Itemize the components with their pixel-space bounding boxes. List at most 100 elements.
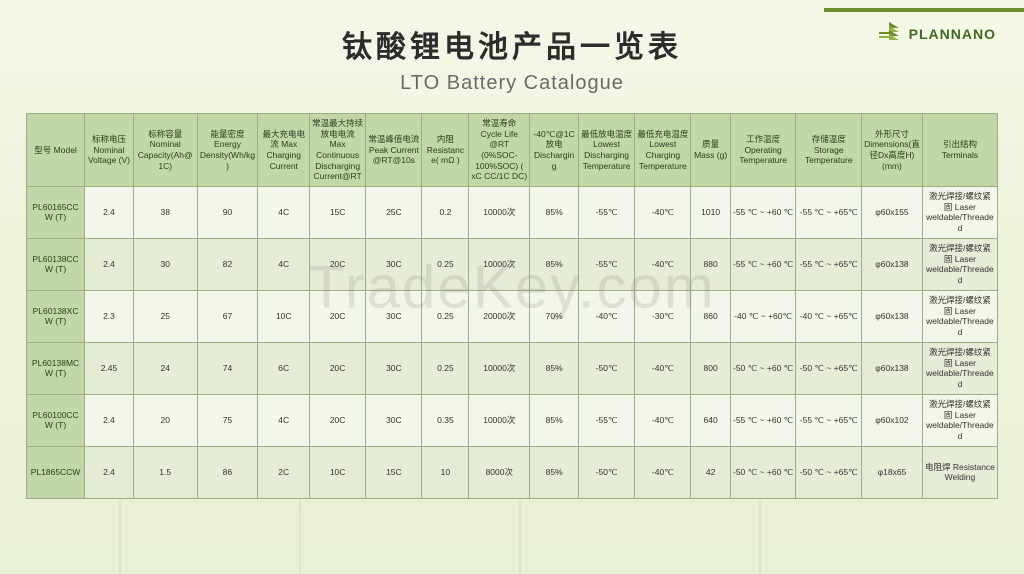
col-lowest-discharging-temp: 最低放电温度 Lowest Discharging Temperature [578,114,634,187]
cell-mcc: 4C [258,238,310,290]
cell-nv: 2.4 [85,394,134,446]
cell-mcc: 10C [258,290,310,342]
cell-cl: 10000次 [469,238,530,290]
cell-cap: 20 [133,394,197,446]
cell-mass: 640 [691,394,730,446]
table-row: PL1865CCW2.41.5862C10C15C108000次85%-50℃-… [27,446,998,498]
cell-ir: 10 [422,446,469,498]
cell-mcdc: 20C [310,238,366,290]
cell-ot: -50 ℃ ~ +60 ℃ [730,342,796,394]
cell-ot: -40 ℃ ~ +60℃ [730,290,796,342]
cell-ldt: -50℃ [578,446,634,498]
col-mass: 质量 Mass (g) [691,114,730,187]
cell-st: -50 ℃ ~ +65℃ [796,342,862,394]
cell-lct: -40℃ [635,186,691,238]
cell-dim: φ60x138 [862,238,923,290]
cell-ir: 0.35 [422,394,469,446]
table-row: PL60138CCW (T)2.430824C20C30C0.2510000次8… [27,238,998,290]
cell-ot: -55 ℃ ~ +60 ℃ [730,394,796,446]
col-storage-temp: 存储温度 Storage Temperature [796,114,862,187]
cell-lct: -40℃ [635,446,691,498]
cell-term: 激光焊接/螺纹紧固 Laser weldable/Threaded [922,238,997,290]
col-operating-temp: 工作温度 Operating Temperature [730,114,796,187]
cell-nv: 2.3 [85,290,134,342]
cell-dim: φ60x138 [862,342,923,394]
col-minus40-discharging: -40℃@1C 放电 Discharging [530,114,579,187]
cell-ir: 0.2 [422,186,469,238]
page-title-block: 钛酸锂电池产品一览表 LTO Battery Catalogue [0,0,1024,95]
col-max-charging-current: 最大充电电流 Max Charging Current [258,114,310,187]
catalogue-table: 型号 Model 标称电压 Nominal Voltage (V) 标称容量No… [26,113,998,499]
cell-ot: -55 ℃ ~ +60 ℃ [730,186,796,238]
cell-ir: 0.25 [422,290,469,342]
table-body: PL60165CCW (T)2.438904C15C25C0.210000次85… [27,186,998,498]
cell-mass: 880 [691,238,730,290]
cell-ldt: -55℃ [578,238,634,290]
cell-ed: 74 [197,342,258,394]
cell-nv: 2.4 [85,238,134,290]
cell-d40: 70% [530,290,579,342]
cell-cap: 38 [133,186,197,238]
brand-name: PLANNANO [909,26,996,42]
cell-term: 激光焊接/螺纹紧固 Laser weldable/Threaded [922,186,997,238]
cell-model: PL60100CCW (T) [27,394,85,446]
cell-d40: 85% [530,238,579,290]
table-row: PL60138MCW (T)2.4524746C20C30C0.2510000次… [27,342,998,394]
cell-mcdc: 15C [310,186,366,238]
col-lowest-charging-temp: 最低充电温度 Lowest Charging Temperature [635,114,691,187]
cell-mcdc: 10C [310,446,366,498]
cell-ir: 0.25 [422,238,469,290]
cell-term: 激光焊接/螺纹紧固 Laser weldable/Threaded [922,394,997,446]
cell-ed: 90 [197,186,258,238]
cell-lct: -30℃ [635,290,691,342]
cell-cl: 10000次 [469,186,530,238]
cell-term: 激光焊接/螺纹紧固 Laser weldable/Threaded [922,342,997,394]
cell-ed: 86 [197,446,258,498]
cell-mcc: 2C [258,446,310,498]
col-resistance: 内阻 Resistance( mΩ ) [422,114,469,187]
cell-st: -55 ℃ ~ +65℃ [796,238,862,290]
cell-ir: 0.25 [422,342,469,394]
cell-lct: -40℃ [635,238,691,290]
cell-mcc: 4C [258,186,310,238]
cell-ldt: -40℃ [578,290,634,342]
cell-ed: 67 [197,290,258,342]
col-capacity: 标称容量Nominal Capacity(Ah@1C) [133,114,197,187]
col-max-continuous-discharging: 常温最大持续放电电流 Max Continuous Discharging Cu… [310,114,366,187]
header-accent-bar [824,8,1024,12]
cell-nv: 2.4 [85,446,134,498]
col-nominal-voltage: 标称电压 Nominal Voltage (V) [85,114,134,187]
cell-d40: 85% [530,446,579,498]
cell-st: -50 ℃ ~ +65℃ [796,446,862,498]
table-row: PL60165CCW (T)2.438904C15C25C0.210000次85… [27,186,998,238]
cell-model: PL1865CCW [27,446,85,498]
cell-ot: -55 ℃ ~ +60 ℃ [730,238,796,290]
title-chinese: 钛酸锂电池产品一览表 [0,22,1024,66]
cell-st: -55 ℃ ~ +65℃ [796,394,862,446]
table-row: PL60100CCW (T)2.420754C20C30C0.3510000次8… [27,394,998,446]
cell-mass: 1010 [691,186,730,238]
cell-lct: -40℃ [635,394,691,446]
cell-dim: φ60x138 [862,290,923,342]
cell-cl: 8000次 [469,446,530,498]
cell-dim: φ60x155 [862,186,923,238]
cell-ot: -50 ℃ ~ +60 ℃ [730,446,796,498]
cell-ldt: -55℃ [578,186,634,238]
cell-mcdc: 20C [310,290,366,342]
logo-icon [875,20,903,48]
cell-mass: 860 [691,290,730,342]
cell-mcc: 6C [258,342,310,394]
cell-cap: 25 [133,290,197,342]
col-model: 型号 Model [27,114,85,187]
cell-model: PL60138MCW (T) [27,342,85,394]
cell-cl: 10000次 [469,342,530,394]
cell-st: -40 ℃ ~ +65℃ [796,290,862,342]
table-row: PL60138XCW (T)2.3256710C20C30C0.2520000次… [27,290,998,342]
cell-lct: -40℃ [635,342,691,394]
cell-model: PL60138CCW (T) [27,238,85,290]
cell-model: PL60138XCW (T) [27,290,85,342]
cell-pc: 25C [366,186,422,238]
cell-cap: 1.5 [133,446,197,498]
table-header-row: 型号 Model 标称电压 Nominal Voltage (V) 标称容量No… [27,114,998,187]
col-energy-density: 能量密度Energy Density(Wh/kg) [197,114,258,187]
